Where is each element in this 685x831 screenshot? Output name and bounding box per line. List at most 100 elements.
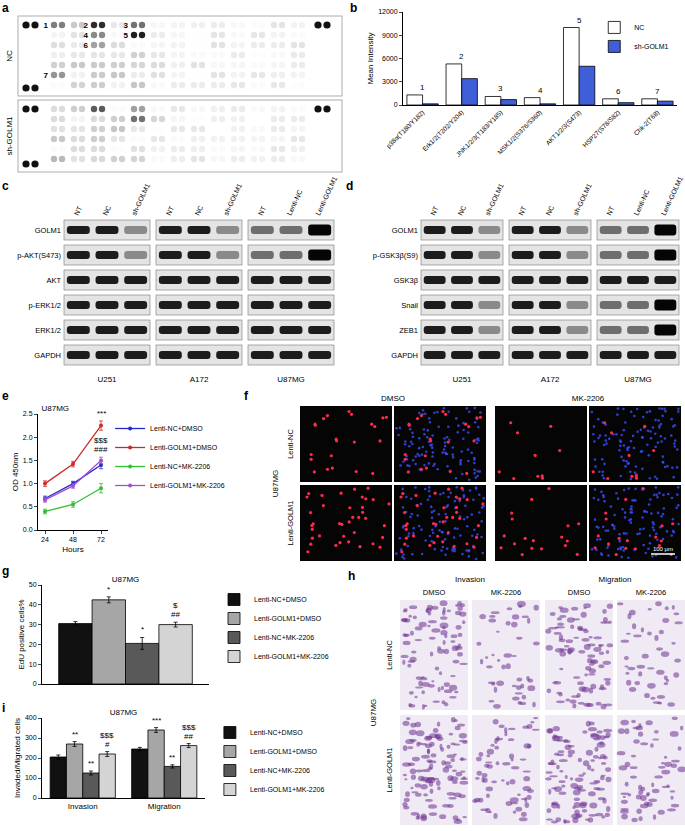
- svg-text:GOLM1: GOLM1: [392, 226, 418, 235]
- svg-text:Invasion: Invasion: [68, 802, 98, 811]
- svg-text:72: 72: [97, 536, 105, 543]
- svg-text:###: ###: [94, 445, 108, 454]
- svg-text:Lenti-NC: Lenti-NC: [385, 640, 394, 670]
- svg-text:NC: NC: [634, 24, 644, 31]
- svg-text:**: **: [169, 753, 175, 762]
- svg-text:$: $: [173, 601, 178, 610]
- svg-text:a: a: [2, 1, 9, 15]
- svg-text:NT: NT: [165, 204, 176, 216]
- svg-text:3000: 3000: [382, 78, 398, 85]
- svg-text:0: 0: [394, 101, 398, 108]
- svg-text:A172: A172: [541, 375, 560, 384]
- svg-text:DMSO: DMSO: [568, 588, 591, 597]
- svg-text:3: 3: [498, 84, 503, 93]
- svg-text:6000: 6000: [382, 55, 398, 62]
- svg-text:sh-GOLM1: sh-GOLM1: [130, 182, 151, 216]
- svg-text:sh-GOLM1: sh-GOLM1: [222, 182, 243, 216]
- svg-text:Lenti-NC+MK-2206: Lenti-NC+MK-2206: [254, 634, 314, 641]
- svg-text:40: 40: [29, 601, 37, 608]
- svg-text:MK-2206: MK-2206: [572, 394, 605, 403]
- svg-text:ERK1/2: ERK1/2: [35, 326, 61, 335]
- svg-text:**: **: [88, 759, 94, 768]
- svg-text:GAPDH: GAPDH: [34, 351, 61, 360]
- svg-text:***: ***: [97, 409, 106, 418]
- svg-text:**: **: [72, 730, 78, 739]
- svg-text:***: ***: [152, 716, 161, 725]
- svg-text:300: 300: [25, 734, 37, 741]
- svg-text:4: 4: [84, 31, 89, 40]
- svg-text:Lenti-GOLM1+DMSO: Lenti-GOLM1+DMSO: [150, 444, 218, 451]
- svg-text:Hours: Hours: [62, 545, 83, 554]
- svg-text:Mean Intensity: Mean Intensity: [366, 32, 375, 84]
- svg-text:*: *: [107, 585, 110, 594]
- svg-text:6: 6: [84, 41, 89, 50]
- svg-text:Invaded/Migrated cells: Invaded/Migrated cells: [13, 718, 22, 798]
- svg-text:AKT1/2/3(S473): AKT1/2/3(S473): [544, 109, 583, 148]
- svg-text:Lenti-GOLM1+DMSO: Lenti-GOLM1+DMSO: [254, 615, 322, 622]
- svg-text:NT: NT: [73, 204, 84, 216]
- svg-text:h: h: [348, 569, 355, 583]
- svg-text:Lenti-GOLM1+MK-2206: Lenti-GOLM1+MK-2206: [250, 786, 325, 793]
- svg-text:U87MG: U87MG: [369, 699, 378, 727]
- svg-text:NC: NC: [457, 204, 468, 216]
- svg-text:g: g: [2, 564, 9, 578]
- svg-text:Lenti-GOLM1+DMSO: Lenti-GOLM1+DMSO: [250, 748, 318, 755]
- svg-text:2.0: 2.0: [23, 434, 33, 441]
- svg-text:0.5: 0.5: [23, 503, 33, 510]
- svg-text:b: b: [350, 1, 357, 15]
- svg-text:Lenti-GOLM1: Lenti-GOLM1: [314, 175, 338, 216]
- svg-text:7: 7: [655, 87, 660, 96]
- svg-text:#: #: [105, 740, 110, 749]
- svg-text:sh-GOLM1: sh-GOLM1: [5, 116, 14, 156]
- svg-text:DMSO: DMSO: [381, 394, 405, 403]
- svg-text:NC: NC: [5, 50, 14, 62]
- svg-text:U87MG: U87MG: [271, 470, 280, 498]
- svg-text:6: 6: [616, 87, 621, 96]
- svg-text:5: 5: [577, 16, 582, 25]
- svg-text:A172: A172: [190, 375, 209, 384]
- svg-text:Lenti-NC: Lenti-NC: [633, 188, 651, 216]
- svg-text:9000: 9000: [382, 32, 398, 39]
- svg-text:DMSO: DMSO: [423, 588, 446, 597]
- svg-text:OD 450nm: OD 450nm: [11, 452, 20, 491]
- svg-text:U87MG: U87MG: [277, 375, 305, 384]
- svg-text:NT: NT: [257, 204, 268, 216]
- svg-text:20: 20: [29, 641, 37, 648]
- svg-text:7: 7: [44, 71, 49, 80]
- svg-text:0: 0: [33, 794, 37, 801]
- svg-text:NT: NT: [605, 204, 616, 216]
- svg-text:Lenti-NC+MK-2206: Lenti-NC+MK-2206: [150, 463, 210, 470]
- svg-text:2.5: 2.5: [23, 410, 33, 417]
- svg-text:100: 100: [25, 774, 37, 781]
- svg-text:10: 10: [29, 661, 37, 668]
- svg-text:Lenti-GOLM1: Lenti-GOLM1: [385, 747, 394, 792]
- svg-text:200: 200: [25, 754, 37, 761]
- svg-text:NC: NC: [194, 204, 205, 216]
- svg-text:Invasion: Invasion: [455, 575, 485, 584]
- svg-text:12000: 12000: [378, 8, 398, 15]
- svg-text:i: i: [2, 701, 5, 715]
- svg-text:ZEB1: ZEB1: [399, 326, 418, 335]
- svg-text:sh-GOLM1: sh-GOLM1: [634, 43, 668, 50]
- svg-text:Lenti-NC+DMSO: Lenti-NC+DMSO: [150, 425, 203, 432]
- svg-text:f: f: [244, 389, 249, 403]
- svg-text:MSK1/2(S376/S360): MSK1/2(S376/S360): [496, 109, 544, 157]
- svg-text:Erk1/2(T202/Y204): Erk1/2(T202/Y204): [421, 109, 465, 153]
- svg-text:p-AKT(S473): p-AKT(S473): [17, 251, 61, 260]
- svg-text:2: 2: [84, 21, 89, 30]
- svg-text:MK-2206: MK-2206: [636, 588, 666, 597]
- svg-text:$$$: $$$: [100, 731, 114, 740]
- svg-text:Lenti-NC: Lenti-NC: [286, 188, 304, 216]
- svg-text:sh-GOLM1: sh-GOLM1: [572, 182, 593, 216]
- svg-text:50: 50: [29, 581, 37, 588]
- svg-text:d: d: [346, 179, 353, 193]
- svg-text:GSK3β: GSK3β: [394, 276, 419, 285]
- svg-text:U87MG: U87MG: [110, 708, 138, 717]
- svg-text:Lenti-GOLM1+MK-2206: Lenti-GOLM1+MK-2206: [254, 653, 329, 660]
- svg-text:$$$: $$$: [182, 723, 196, 732]
- svg-text:##: ##: [171, 610, 180, 619]
- svg-text:1: 1: [44, 21, 49, 30]
- svg-text:p38α(T180/Y182): p38α(T180/Y182): [385, 109, 427, 151]
- svg-text:Migration: Migration: [148, 802, 181, 811]
- svg-text:0.0: 0.0: [23, 526, 33, 533]
